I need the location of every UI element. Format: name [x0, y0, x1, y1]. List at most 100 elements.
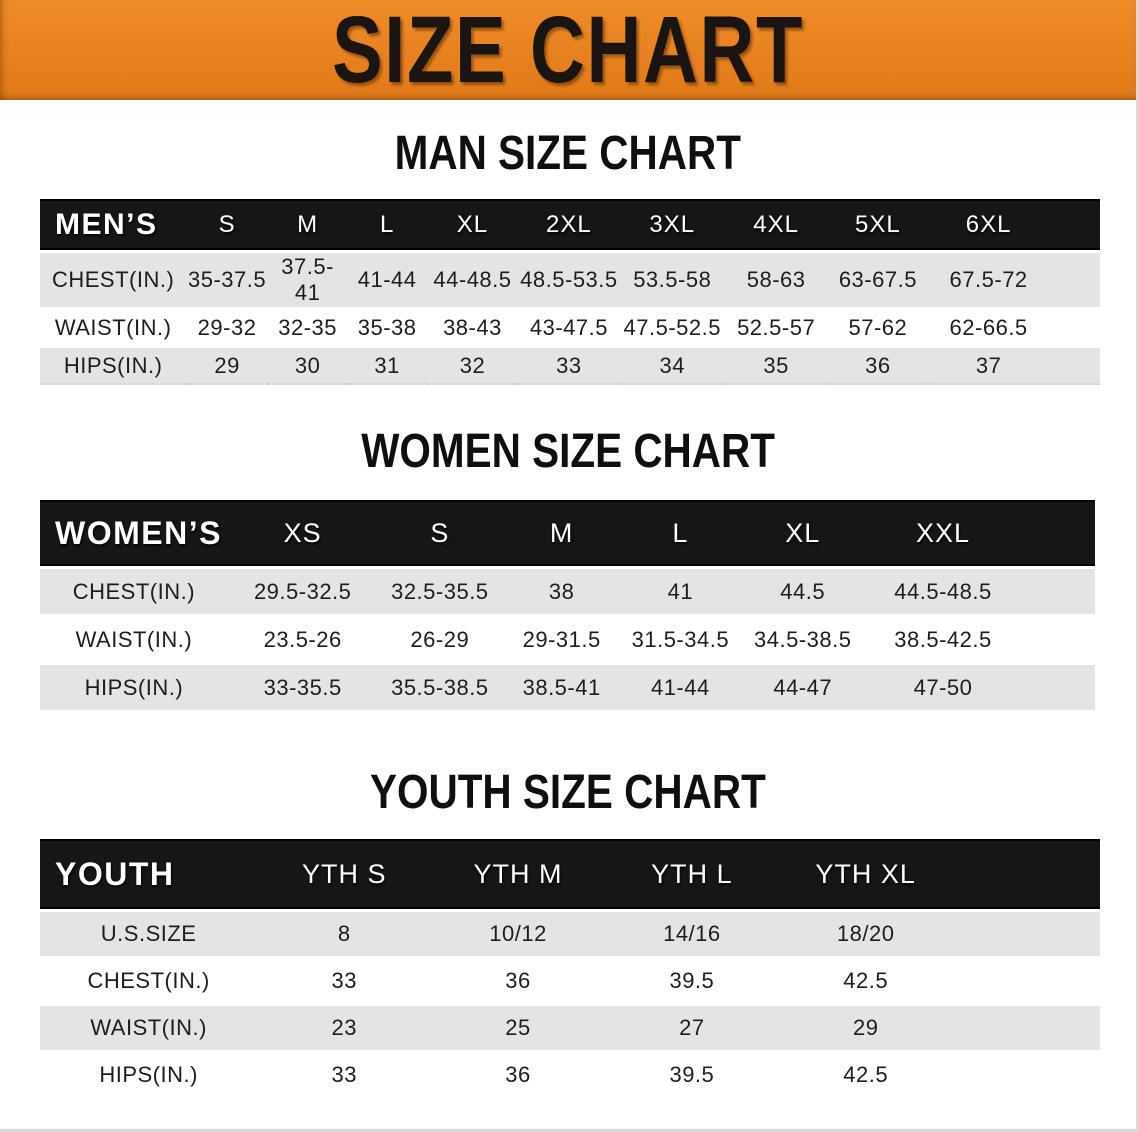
size-value-cell: 29.5-32.5 — [227, 569, 378, 614]
row-label: WAIST(IN.) — [40, 310, 187, 345]
size-value-cell: 41 — [621, 569, 740, 614]
notice-line-1: Please refer to our size chart before or… — [18, 1126, 890, 1129]
size-value-cell: 39.5 — [604, 1053, 779, 1097]
size-value-cell: 29 — [186, 348, 268, 385]
page-title: SIZE CHART — [332, 0, 804, 103]
size-column-header: XL — [426, 199, 519, 250]
row-spacer-cell — [952, 912, 1100, 956]
table-row: CHEST(IN.) 35-37.5 37.5-41 41-44 44-48.5 48.5… — [40, 253, 1100, 307]
row-spacer-cell — [952, 1053, 1100, 1097]
size-value-cell: 10/12 — [431, 912, 605, 956]
size-column-header: 3XL — [619, 199, 725, 250]
row-label: HIPS(IN.) — [40, 1053, 258, 1097]
row-label: HIPS(IN.) — [40, 665, 228, 710]
size-value-cell: 27 — [604, 1006, 779, 1050]
women-section-heading-text: WOMEN SIZE CHART — [361, 422, 775, 478]
size-value-cell: 53.5-58 — [619, 253, 725, 307]
size-value-cell: 25 — [431, 1006, 605, 1050]
size-value-cell: 42.5 — [778, 959, 953, 1003]
size-column-header: 5XL — [827, 199, 929, 250]
table-row: WAIST(IN.) 23.5-26 26-29 29-31.5 31.5-34.5 34… — [40, 617, 1095, 662]
size-value-cell: 33 — [257, 959, 432, 1003]
row-label: CHEST(IN.) — [40, 569, 228, 614]
size-value-cell: 34 — [619, 348, 725, 385]
section-women: WOMEN SIZE CHART WOMEN’S XS S M L XL XXL CHEST(… — [0, 422, 1136, 713]
row-label: CHEST(IN.) — [40, 959, 258, 1003]
size-column-header: YTH M — [431, 839, 605, 909]
size-column-header: L — [347, 199, 427, 250]
size-value-cell: 58-63 — [724, 253, 828, 307]
header-spacer-cell — [952, 839, 1100, 909]
size-value-cell: 33 — [518, 348, 620, 385]
row-spacer-cell — [952, 1006, 1100, 1050]
size-value-cell: 41-44 — [621, 665, 740, 710]
size-value-cell: 47.5-52.5 — [619, 310, 725, 345]
size-column-header: 4XL — [724, 199, 828, 250]
size-value-cell: 23 — [257, 1006, 432, 1050]
size-value-cell: 67.5-72 — [928, 253, 1100, 307]
section-youth: YOUTH SIZE CHART YOUTH YTH S YTH M YTH L YTH… — [0, 763, 1136, 1100]
size-column-header: YTH S — [257, 839, 432, 909]
youth-size-table: YOUTH YTH S YTH M YTH L YTH XL U.S.SIZE 8 10/12… — [40, 836, 1100, 1100]
size-value-cell: 35.5-38.5 — [377, 665, 503, 710]
size-value-cell: 8 — [257, 912, 432, 956]
table-row: HIPS(IN.) 33 36 39.5 42.5 — [40, 1053, 1100, 1097]
size-value-cell: 42.5 — [778, 1053, 953, 1097]
size-value-cell: 36 — [431, 1053, 605, 1097]
size-value-cell: 36 — [827, 348, 929, 385]
size-value-cell: 63-67.5 — [827, 253, 929, 307]
women-section-heading: WOMEN SIZE CHART — [0, 422, 1136, 478]
size-value-cell: 52.5-57 — [724, 310, 828, 345]
row-label: WAIST(IN.) — [40, 1006, 258, 1050]
size-column-header: XXL — [866, 500, 1095, 566]
size-column-header: XS — [227, 500, 378, 566]
size-value-cell: 30 — [267, 348, 348, 385]
size-value-cell: 37 — [928, 348, 1100, 385]
size-value-cell: 26-29 — [377, 617, 503, 662]
size-value-cell: 23.5-26 — [227, 617, 378, 662]
table-row: WAIST(IN.) 23 25 27 29 — [40, 1006, 1100, 1050]
section-men: MAN SIZE CHART MEN’S S M L XL 2XL 3XL 4XL 5XL 6XL… — [0, 126, 1136, 388]
size-column-header: S — [186, 199, 268, 250]
size-value-cell: 29-32 — [186, 310, 268, 345]
size-value-cell: 32.5-35.5 — [377, 569, 503, 614]
size-value-cell: 44-48.5 — [426, 253, 519, 307]
size-value-cell: 14/16 — [604, 912, 779, 956]
row-label: WAIST(IN.) — [40, 617, 228, 662]
table-row: CHEST(IN.) 33 36 39.5 42.5 — [40, 959, 1100, 1003]
size-value-cell: 35-38 — [347, 310, 427, 345]
size-value-cell: 32-35 — [267, 310, 348, 345]
size-value-cell: 38 — [502, 569, 622, 614]
banner: SIZE CHART — [0, 0, 1136, 100]
table-corner-label: YOUTH — [40, 839, 258, 909]
size-value-cell: 35 — [724, 348, 828, 385]
men-size-table: MEN’S S M L XL 2XL 3XL 4XL 5XL 6XL CHEST(IN.) 35-37… — [40, 196, 1100, 388]
size-value-cell: 39.5 — [604, 959, 779, 1003]
table-header-row: MEN’S S M L XL 2XL 3XL 4XL 5XL 6XL — [40, 199, 1100, 250]
men-section-heading: MAN SIZE CHART — [0, 126, 1136, 179]
size-value-cell: 33-35.5 — [227, 665, 378, 710]
row-spacer-cell — [952, 959, 1100, 1003]
size-value-cell: 48.5-53.5 — [518, 253, 620, 307]
youth-section-heading: YOUTH SIZE CHART — [0, 763, 1136, 819]
size-column-header: M — [502, 500, 622, 566]
table-row: HIPS(IN.) 33-35.5 35.5-38.5 38.5-41 41-44 44-… — [40, 665, 1095, 710]
size-value-cell: 44-47 — [739, 665, 867, 710]
size-column-header: YTH XL — [778, 839, 953, 909]
size-value-cell: 47-50 — [866, 665, 1095, 710]
size-value-cell: 36 — [431, 959, 605, 1003]
size-column-header: 6XL — [928, 199, 1100, 250]
footer-notice: Please refer to our size chart before or… — [18, 1126, 1136, 1129]
table-header-row: WOMEN’S XS S M L XL XXL — [40, 500, 1095, 566]
table-row: U.S.SIZE 8 10/12 14/16 18/20 — [40, 912, 1100, 956]
row-label: HIPS(IN.) — [40, 348, 187, 385]
size-column-header: L — [621, 500, 740, 566]
size-value-cell: 57-62 — [827, 310, 929, 345]
size-value-cell: 38-43 — [426, 310, 519, 345]
size-value-cell: 37.5-41 — [267, 253, 348, 307]
size-value-cell: 29-31.5 — [502, 617, 622, 662]
size-column-header: YTH L — [604, 839, 779, 909]
youth-section-heading-text: YOUTH SIZE CHART — [370, 763, 766, 819]
table-row: CHEST(IN.) 29.5-32.5 32.5-35.5 38 41 44.5 44.5… — [40, 569, 1095, 614]
